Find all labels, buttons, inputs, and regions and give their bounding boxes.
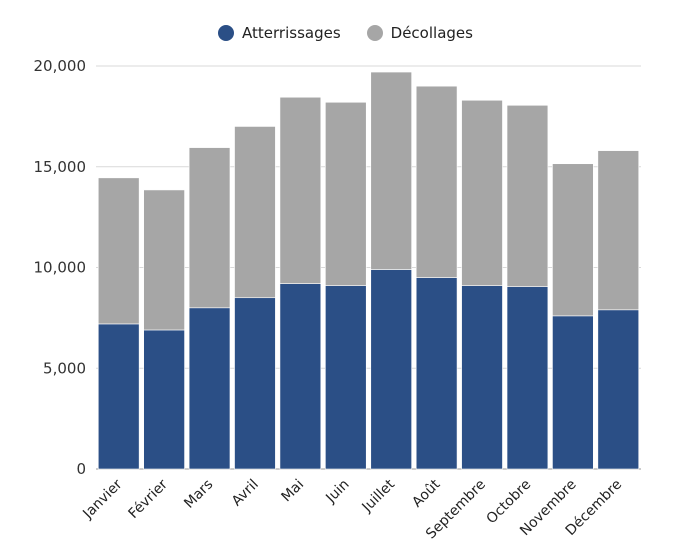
- bar-decollages: [597, 150, 640, 311]
- bar-decollages: [415, 85, 458, 278]
- x-tick-label: Mars: [181, 477, 216, 512]
- y-tick-label: 20,000: [34, 57, 87, 75]
- y-tick-label: 10,000: [34, 259, 87, 277]
- bar-atterrissages: [279, 283, 322, 470]
- bar-atterrissages: [325, 285, 367, 470]
- legend-label-atterrissages: Atterrissages: [242, 24, 341, 42]
- x-tick-label: Février: [126, 476, 172, 522]
- bar-atterrissages: [234, 297, 276, 470]
- legend-label-decollages: Décollages: [390, 24, 473, 42]
- x-tick-label: Juillet: [359, 476, 399, 516]
- legend-swatch-atterrissages: [218, 25, 235, 41]
- bar-decollages: [279, 96, 322, 284]
- bar-atterrissages: [188, 307, 231, 470]
- bar-decollages: [325, 101, 367, 286]
- bar-decollages: [506, 104, 549, 287]
- bar-decollages: [461, 99, 503, 286]
- y-tick-label: 15,000: [34, 158, 87, 176]
- bar-decollages: [97, 177, 140, 325]
- bar-atterrissages: [143, 329, 185, 470]
- legend-item-decollages: Décollages: [366, 24, 473, 42]
- bar-atterrissages: [506, 286, 549, 470]
- legend-item-atterrissages: Atterrissages: [218, 24, 341, 42]
- x-tick-label: Avril: [229, 477, 262, 510]
- bar-decollages: [234, 126, 276, 299]
- bar-atterrissages: [461, 285, 503, 470]
- y-tick-label: 5,000: [43, 359, 86, 377]
- bar-atterrissages: [415, 277, 458, 470]
- x-tick-label: Mai: [279, 477, 308, 506]
- bar-decollages: [552, 163, 594, 317]
- x-tick-label: Janvier: [79, 476, 125, 522]
- x-tick-label: Juin: [322, 477, 352, 507]
- legend-swatch-decollages: [366, 25, 383, 41]
- bar-atterrissages: [97, 323, 140, 470]
- bar-decollages: [370, 71, 412, 270]
- bar-atterrissages: [370, 269, 412, 470]
- bar-atterrissages: [597, 309, 640, 470]
- bar-decollages: [188, 147, 231, 309]
- y-tick-label: 0: [76, 460, 86, 478]
- bar-atterrissages: [552, 315, 594, 470]
- legend: Atterrissages Décollages: [0, 24, 691, 42]
- x-tick-label: Août: [409, 476, 443, 510]
- bar-decollages: [143, 189, 185, 331]
